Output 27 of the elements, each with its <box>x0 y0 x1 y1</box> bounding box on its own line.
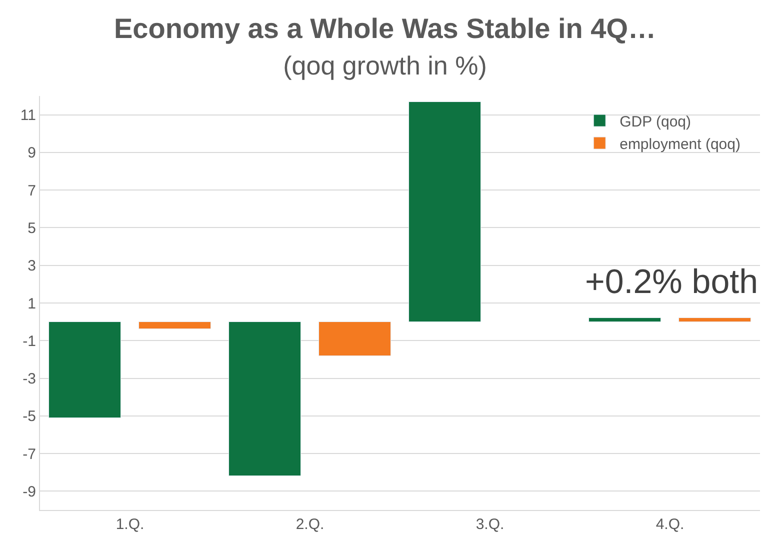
x-tick-label: 3.Q. <box>476 516 504 533</box>
bar <box>678 318 751 322</box>
bar <box>588 318 661 322</box>
y-tick-label: -3 <box>22 370 36 388</box>
y-tick-label: 7 <box>28 182 36 200</box>
y-tick-label: -9 <box>22 483 36 500</box>
annotation: +0.2% both <box>585 263 758 301</box>
x-tick-label: 4.Q. <box>656 516 684 533</box>
bar <box>138 322 211 329</box>
chart-subtitle: (qoq growth in %) <box>283 50 487 80</box>
bar <box>318 322 391 356</box>
y-tick-label: 1 <box>28 295 36 312</box>
chart-title: Economy as a Whole Was Stable in 4Q… <box>114 13 656 44</box>
bar <box>228 322 301 476</box>
bar <box>48 322 121 418</box>
y-tick-label: 3 <box>28 258 36 275</box>
y-tick-label: -1 <box>22 332 36 350</box>
y-tick-label: -7 <box>22 446 36 463</box>
legend-label: GDP (qoq) <box>620 113 692 130</box>
y-tick-label: 11 <box>20 107 36 124</box>
y-tick-label: -5 <box>22 408 36 426</box>
y-tick-label: 5 <box>28 220 36 237</box>
x-tick-label: 2.Q. <box>296 516 324 533</box>
x-tick-label: 1.Q. <box>116 516 144 533</box>
legend-label: employment (qoq) <box>620 136 740 153</box>
bar <box>408 102 481 322</box>
y-tick-label: 9 <box>28 144 36 162</box>
